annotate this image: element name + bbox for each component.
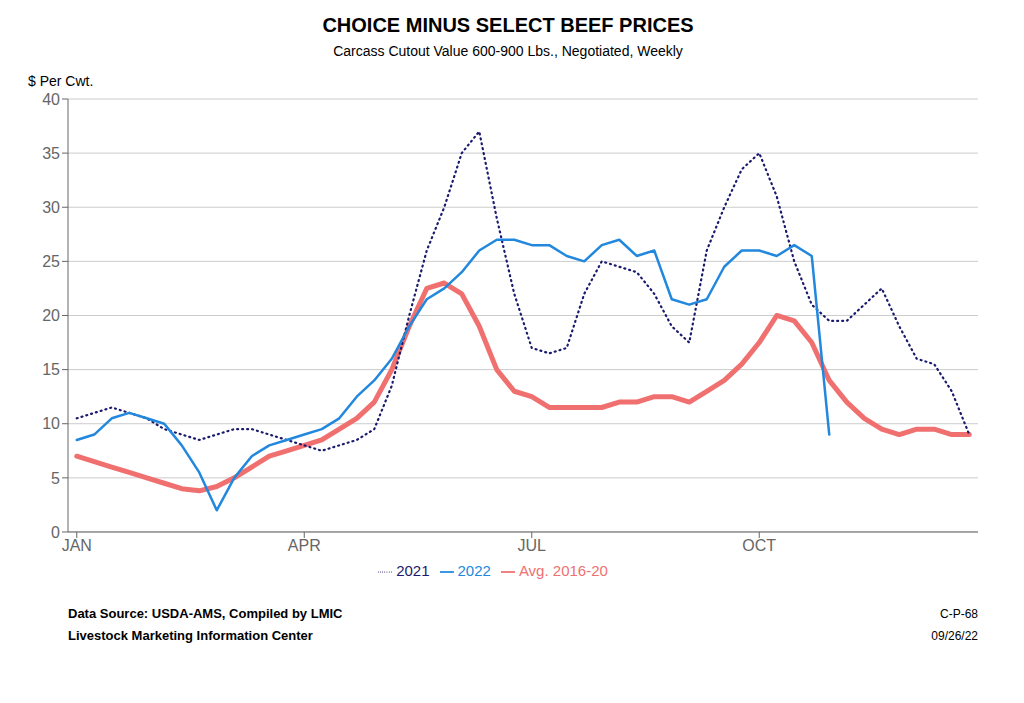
html-text:2021: 2021 [396, 562, 430, 579]
svg-text:JAN: JAN [62, 537, 92, 554]
html-text:Livestock Marketing Informatio: Livestock Marketing Information Center [68, 628, 313, 643]
svg-text:10: 10 [42, 415, 60, 432]
svg-text:35: 35 [42, 145, 60, 162]
svg-text:OCT: OCT [742, 537, 776, 554]
svg-text:JUL: JUL [518, 537, 547, 554]
svg-text:30: 30 [42, 199, 60, 216]
svg-text:0: 0 [51, 524, 60, 541]
html-text:Carcass Cutout Value 600-900 L: Carcass Cutout Value 600-900 Lbs., Negot… [333, 43, 683, 59]
svg-text:5: 5 [51, 470, 60, 487]
svg-text:20: 20 [42, 307, 60, 324]
html-text:C-P-68: C-P-68 [940, 607, 978, 621]
html-text:Data Source: USDA-AMS, Compile: Data Source: USDA-AMS, Compiled by LMIC [68, 606, 343, 621]
html-text:Avg. 2016-20: Avg. 2016-20 [518, 562, 608, 579]
html-text:$ Per Cwt.: $ Per Cwt. [28, 73, 94, 89]
svg-text:15: 15 [42, 361, 60, 378]
svg-text:APR: APR [288, 537, 321, 554]
html-text:2022: 2022 [457, 562, 491, 579]
svg-text:40: 40 [42, 91, 60, 108]
html-text:09/26/22: 09/26/22 [931, 629, 978, 643]
html-text:CHOICE MINUS SELECT BEEF PRICE: CHOICE MINUS SELECT BEEF PRICES [322, 14, 694, 36]
svg-text:25: 25 [42, 253, 60, 270]
